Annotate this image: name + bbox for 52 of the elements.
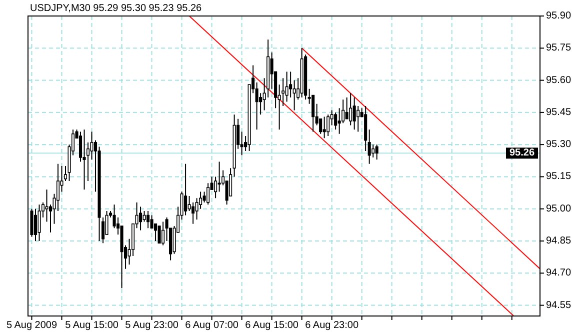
y-tick-label: 94.70 [546, 268, 572, 279]
candlestick [82, 129, 86, 190]
candlestick [214, 176, 218, 199]
candlestick [259, 92, 262, 116]
candlestick [292, 80, 296, 111]
candlestick [375, 144, 378, 160]
candlestick [139, 206, 142, 231]
y-tick-label: 95.60 [546, 74, 572, 86]
y-tick-label: 94.85 [546, 236, 572, 246]
candlestick [45, 189, 48, 222]
candlestick [352, 96, 356, 130]
candlestick [229, 168, 232, 196]
candlestick [162, 221, 165, 246]
candlestick [255, 82, 258, 130]
x-tick-label: 6 Aug 15:00 [245, 320, 299, 331]
chart-title: USDJPY,M30 95.29 95.30 95.23 95.26 [30, 3, 202, 14]
candlestick [289, 71, 292, 98]
candlestick [142, 210, 146, 222]
candlestick [202, 191, 206, 203]
candlestick [368, 129, 371, 164]
candlestick [30, 208, 34, 238]
candlestick [372, 144, 375, 158]
x-tick-label: 5 Aug 2009 [6, 320, 58, 331]
y-tick-label: 95.45 [546, 106, 572, 118]
x-tick-label: 5 Aug 23:00 [125, 320, 179, 331]
candlestick [218, 161, 221, 192]
candlestick [322, 116, 326, 139]
candlestick [334, 112, 338, 130]
candlestick [38, 204, 41, 242]
candlestick [356, 106, 360, 132]
candlestick [34, 208, 38, 242]
candlestick [78, 131, 82, 162]
candlestick [158, 226, 161, 244]
y-tick-label: 95.30 [546, 139, 572, 150]
y-tick-label: 95.90 [546, 10, 572, 22]
x-tick-label: 5 Aug 15:00 [65, 320, 119, 331]
y-tick-label: 95.75 [546, 42, 572, 54]
y-tick-label: 94.55 [546, 300, 572, 311]
candlestick [206, 182, 210, 206]
ref-line-label: 95.26 [509, 148, 535, 159]
candlestick [326, 114, 330, 136]
candlestick [154, 223, 158, 242]
y-tick-label: 95.15 [546, 171, 572, 182]
x-tick-label: 6 Aug 07:00 [185, 320, 239, 331]
candlestick [146, 210, 150, 229]
candlestick [184, 163, 188, 216]
candlestick [345, 96, 348, 120]
y-tick-label: 95.00 [546, 203, 572, 214]
x-tick-label: 6 Aug 23:00 [305, 320, 359, 331]
candlestick [285, 71, 288, 102]
candlestick [349, 92, 352, 126]
candlestick [150, 214, 154, 229]
